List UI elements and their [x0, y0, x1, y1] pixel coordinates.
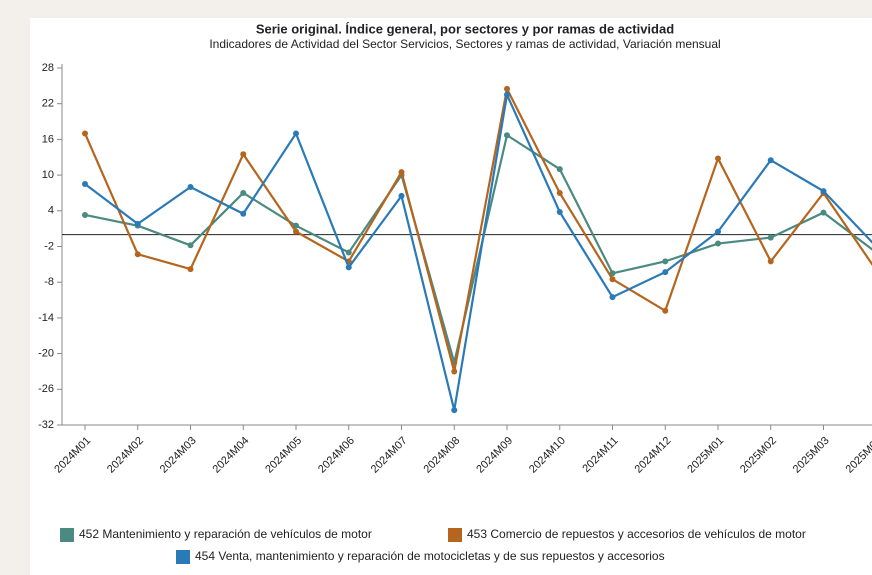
series-point	[345, 249, 352, 256]
series-point	[556, 189, 563, 196]
series-line	[83, 85, 872, 372]
chart-subtitle: Indicadores de Actividad del Sector Serv…	[209, 37, 720, 51]
series-point	[293, 228, 299, 235]
series-point	[345, 264, 352, 271]
series-point	[556, 208, 563, 215]
series-point	[504, 132, 510, 139]
series-point	[767, 258, 774, 265]
series-point	[451, 407, 458, 414]
y-tick-label: 4	[48, 205, 54, 217]
series-point	[715, 228, 721, 235]
y-tick-label: -2	[44, 240, 54, 252]
y-tick-label: 22	[42, 98, 54, 110]
series-point	[82, 130, 88, 137]
series-point	[504, 85, 510, 92]
series-point	[715, 155, 721, 162]
series-line	[84, 91, 872, 411]
series-point	[767, 157, 774, 164]
series-point	[662, 258, 669, 265]
y-tick-label: 28	[42, 62, 54, 74]
series-point	[82, 181, 88, 188]
series-point	[134, 220, 141, 227]
series-point	[767, 234, 774, 241]
legend-swatch	[60, 528, 74, 542]
y-tick-label: -14	[38, 312, 54, 324]
series-point	[187, 242, 194, 249]
series-point	[504, 91, 510, 98]
series-point	[293, 130, 299, 137]
series-point	[293, 222, 299, 229]
series-point	[662, 307, 669, 314]
series-point	[187, 266, 194, 273]
series-point	[820, 188, 827, 195]
legend-swatch	[176, 550, 190, 564]
y-tick-label: 16	[42, 133, 54, 145]
series-point	[609, 294, 616, 301]
legend-label: 454 Venta, mantenimiento y reparación de…	[195, 549, 665, 563]
series-point	[240, 151, 247, 158]
legend-label: 452 Mantenimiento y reparación de vehícu…	[79, 527, 372, 541]
y-tick-label: -20	[38, 348, 54, 360]
series-point	[240, 210, 247, 217]
legend-label: 453 Comercio de repuestos y accesorios d…	[467, 527, 806, 541]
panel	[30, 18, 872, 575]
series-point	[451, 368, 458, 375]
legend-swatch	[448, 528, 462, 542]
chart-title: Serie original. Índice general, por sect…	[256, 21, 674, 36]
series-point	[398, 192, 405, 199]
series-point	[240, 189, 247, 196]
series-point	[82, 211, 88, 218]
y-tick-label: -8	[44, 276, 54, 288]
series-point	[187, 184, 194, 190]
series-point	[715, 240, 721, 247]
series-point	[134, 251, 141, 258]
series-point	[556, 166, 563, 173]
y-tick-label: -26	[38, 383, 54, 395]
series-point	[398, 169, 405, 176]
series-point	[609, 276, 616, 283]
y-tick-label: -32	[38, 419, 54, 431]
y-tick-label: 10	[42, 169, 54, 181]
series-point	[820, 209, 827, 216]
series-point	[662, 269, 669, 276]
